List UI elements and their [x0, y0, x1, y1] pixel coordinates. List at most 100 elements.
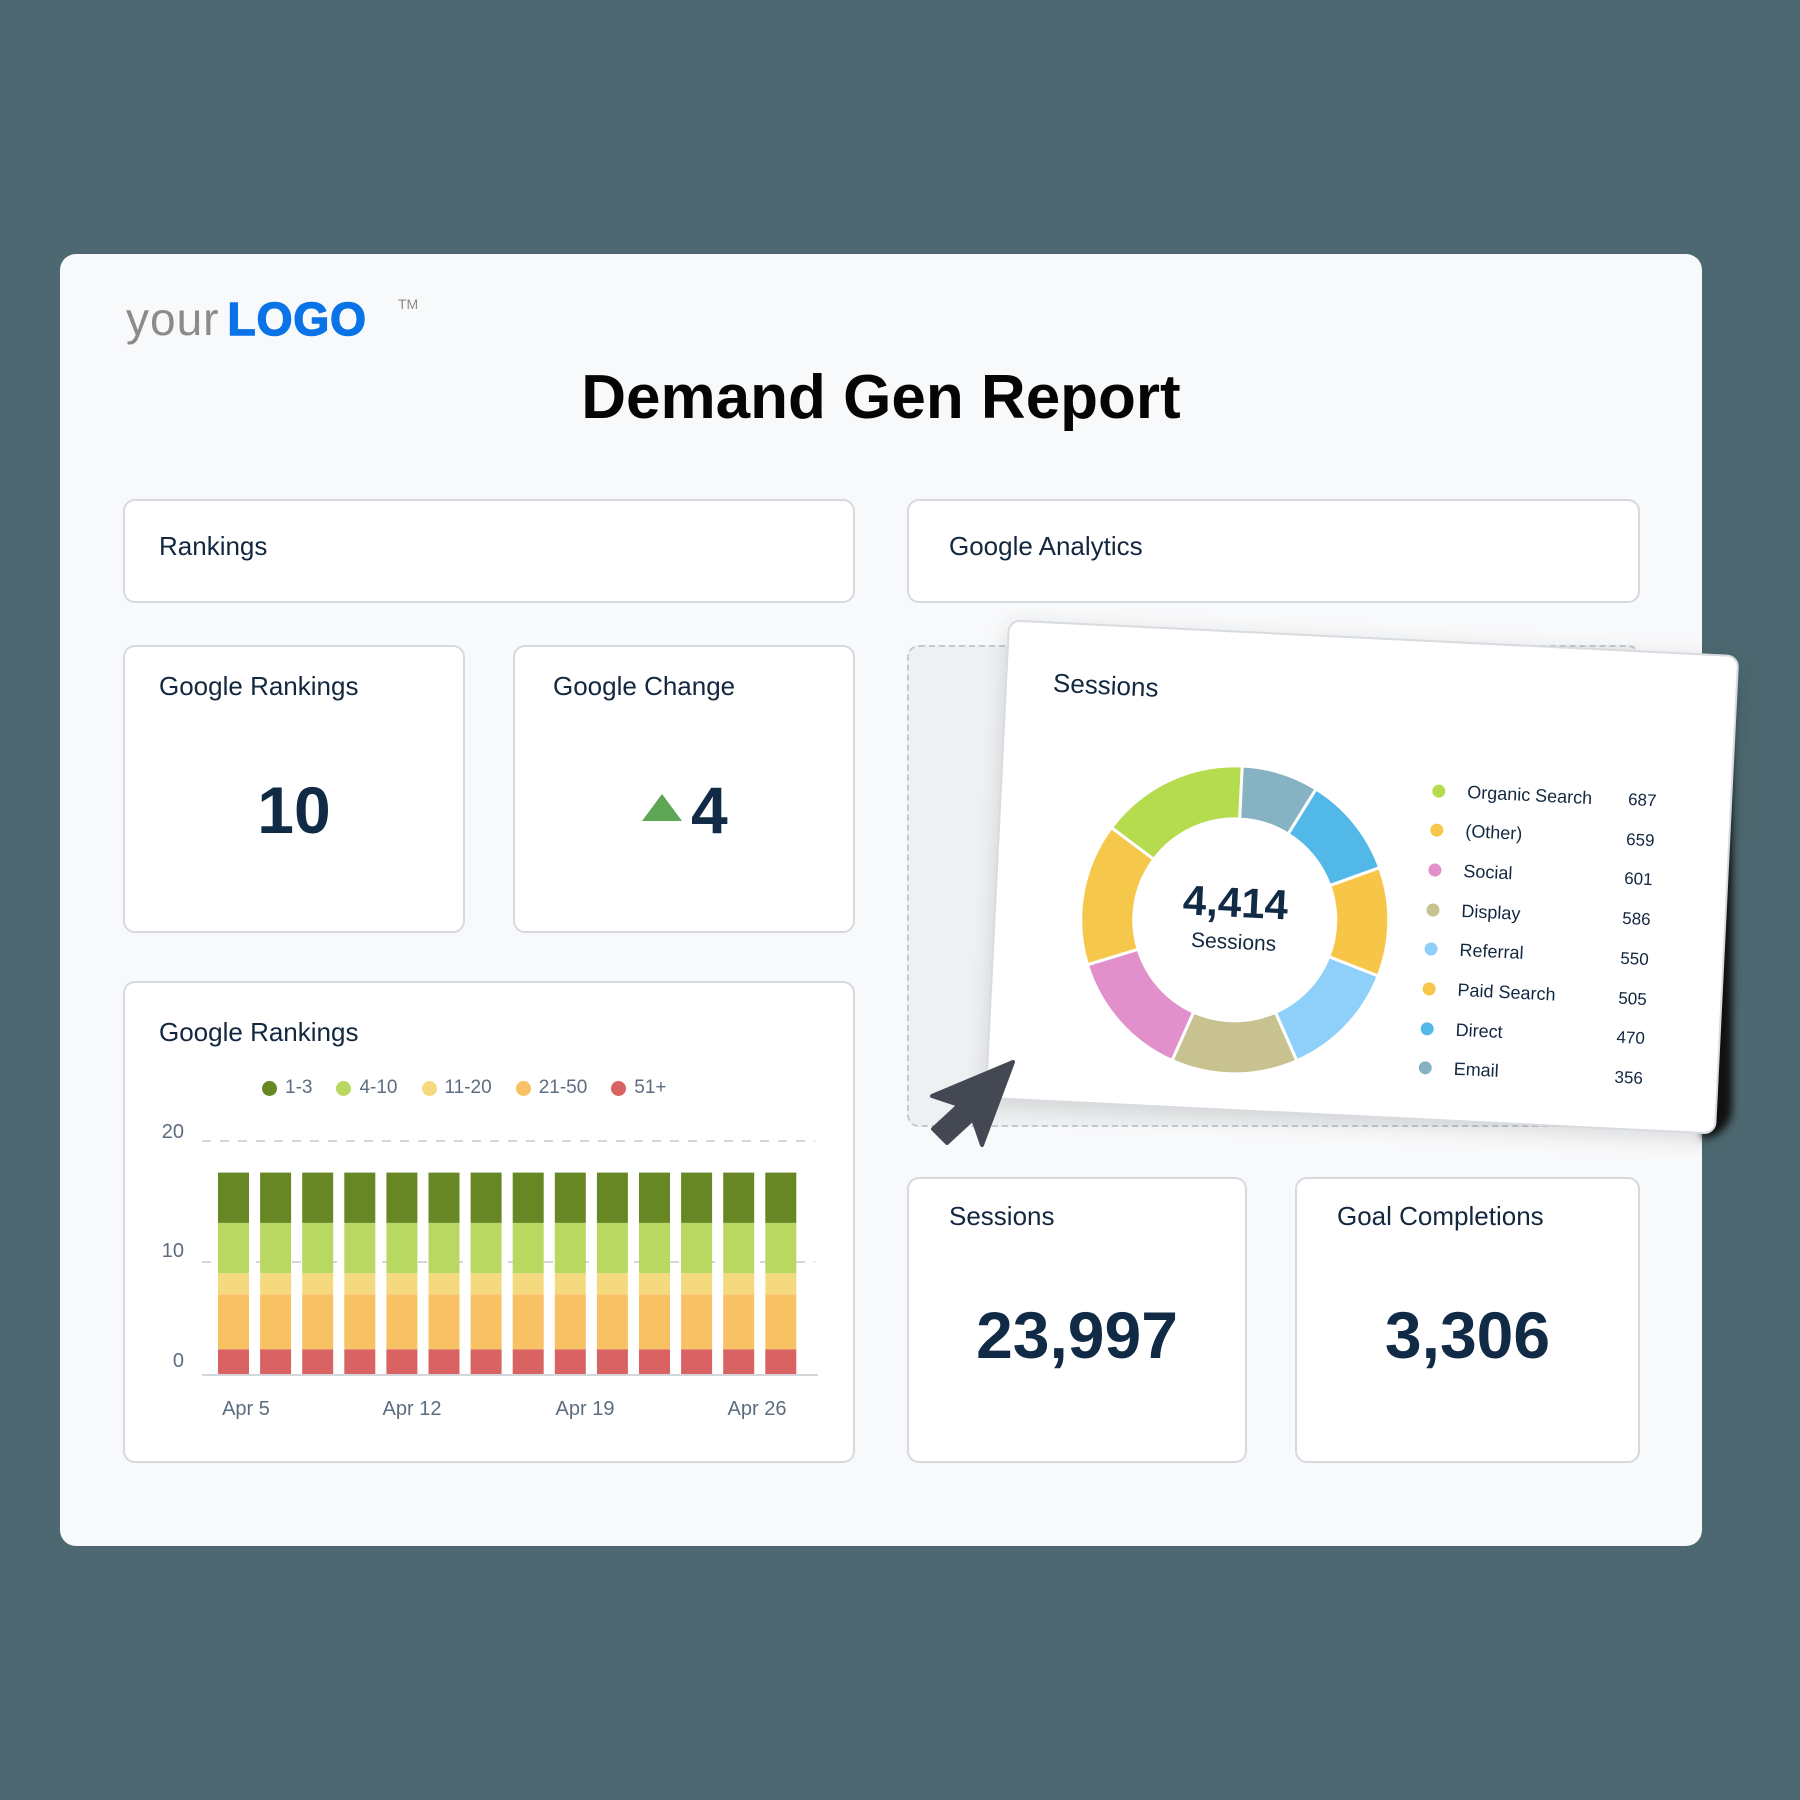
legend-item: Paid Search 505 — [1422, 977, 1723, 1016]
x-tick: Apr 5 — [222, 1398, 270, 1420]
legend-value: 659 — [1625, 829, 1655, 850]
bar-segment — [512, 1222, 544, 1274]
bar-segment — [428, 1273, 460, 1295]
legend-label: Direct — [1455, 1019, 1504, 1042]
legend-item: Direct 470 — [1420, 1016, 1721, 1055]
bar-segment — [765, 1222, 797, 1274]
bar-segment — [512, 1294, 544, 1350]
legend-dot-icon — [1424, 942, 1438, 957]
legend-value: 550 — [1619, 948, 1650, 969]
legend-dot-icon — [1426, 902, 1440, 917]
bar-segment — [554, 1294, 586, 1350]
page-title: Demand Gen Report — [581, 363, 1181, 432]
bar-segment — [596, 1273, 628, 1295]
bar-segment — [765, 1273, 797, 1295]
legend-value: 687 — [1627, 789, 1657, 811]
bar-segment — [723, 1349, 755, 1375]
bar-segment — [428, 1349, 460, 1375]
legend-label: Referral — [1459, 940, 1524, 964]
y-tick: 0 — [172, 1350, 184, 1372]
bar-segment — [218, 1172, 249, 1223]
bar-segment — [681, 1172, 713, 1223]
bar-segment — [512, 1349, 544, 1375]
logo: your LOGO TM — [126, 292, 418, 352]
bar-segment — [218, 1222, 249, 1274]
bar-segment — [639, 1222, 670, 1274]
bar-segment — [428, 1222, 460, 1274]
legend-value: 586 — [1621, 908, 1652, 930]
legend-value: 356 — [1614, 1067, 1644, 1088]
legend-dot-icon — [336, 1080, 352, 1096]
bar-segment — [639, 1273, 670, 1295]
legend-item: Email 356 — [1418, 1056, 1719, 1095]
bar-segment — [470, 1172, 502, 1223]
bar-segment — [260, 1172, 292, 1223]
bar-segment — [554, 1222, 586, 1274]
legend-label: Organic Search — [1466, 781, 1593, 808]
bar-segment — [386, 1273, 418, 1295]
section-header-google-analytics: Google Analytics — [907, 499, 1640, 603]
bar-segment — [765, 1349, 797, 1375]
bar-segment — [218, 1294, 249, 1350]
legend-label: Email — [1453, 1059, 1500, 1082]
bar-segment — [596, 1222, 628, 1274]
bar-segment — [260, 1222, 292, 1274]
legend-value: 601 — [1623, 869, 1654, 890]
legend-label: (Other) — [1464, 821, 1523, 844]
bar-segment — [302, 1172, 334, 1223]
bar-segment — [723, 1294, 755, 1350]
bar-segment — [681, 1273, 713, 1295]
bar-segment — [260, 1349, 292, 1375]
kpi-value: 10 — [257, 773, 331, 847]
bar-segment — [512, 1273, 544, 1295]
kpi-label: Goal Completions — [1337, 1201, 1544, 1231]
chart-legend: 1-3 4-10 11-20 21-50 51+ — [262, 1077, 667, 1099]
donut-slice — [1238, 764, 1319, 837]
legend-item: Referral 550 — [1424, 937, 1725, 976]
kpi-google-rankings: Google Rankings 10 — [123, 645, 465, 933]
kpi-label: Google Change — [553, 671, 736, 701]
bar-segment — [723, 1273, 755, 1295]
y-tick: 10 — [161, 1240, 184, 1262]
bar-segment — [681, 1222, 713, 1274]
arrow-up-icon — [642, 794, 682, 821]
legend-item: 21-50 — [515, 1077, 587, 1099]
bar-segment — [470, 1294, 502, 1350]
bar-segment — [344, 1349, 376, 1375]
kpi-value: 4 — [691, 773, 728, 847]
kpi-goal-completions: Goal Completions 3,306 — [1295, 1177, 1640, 1463]
legend-value: 470 — [1616, 1027, 1646, 1049]
donut-chart — [1079, 764, 1391, 1076]
bar-segment — [723, 1222, 755, 1274]
bar-segment — [344, 1172, 376, 1223]
legend-dot-icon — [1422, 982, 1436, 996]
bar-segment — [681, 1349, 713, 1375]
bar-segment — [302, 1294, 334, 1350]
bar-segment — [596, 1172, 628, 1223]
bar-segment — [386, 1172, 418, 1223]
legend-dot-icon — [421, 1080, 437, 1096]
x-tick: Apr 19 — [555, 1398, 615, 1420]
legend-item: 4-10 — [336, 1077, 398, 1099]
legend-label: Social — [1462, 860, 1513, 884]
bar-segment — [470, 1349, 502, 1375]
bar-segment — [681, 1294, 713, 1350]
bar-segment — [344, 1294, 376, 1350]
legend-dot-icon — [515, 1080, 531, 1096]
bar-segment — [554, 1172, 586, 1223]
sessions-donut-widget[interactable]: Sessions 4,414 Sessions Organic Search 68… — [984, 619, 1740, 1135]
bar-segment — [260, 1294, 292, 1350]
y-tick: 20 — [161, 1121, 184, 1143]
legend-item: Organic Search 687 — [1432, 778, 1733, 817]
bar-segment — [302, 1222, 334, 1274]
bar-segment — [260, 1273, 292, 1295]
legend-item: Social 601 — [1428, 858, 1729, 897]
legend-dot-icon — [611, 1080, 627, 1096]
bar-segment — [218, 1273, 249, 1295]
kpi-label: Sessions — [949, 1201, 1055, 1231]
cursor-arrow-icon — [930, 1060, 1015, 1147]
bar-segment — [554, 1349, 586, 1375]
kpi-label: Google Rankings — [159, 671, 359, 701]
bar-segment — [639, 1349, 670, 1375]
